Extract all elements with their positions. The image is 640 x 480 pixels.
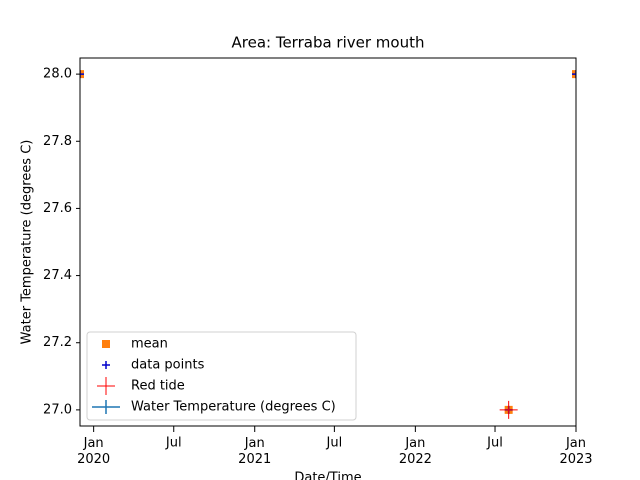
chart-title: Area: Terraba river mouth bbox=[232, 34, 425, 52]
x-tick-label: Jul bbox=[326, 436, 343, 451]
x-axis-label: Date/Time bbox=[294, 471, 361, 480]
x-tick-label: Jan 2023 bbox=[559, 436, 592, 467]
square-marker bbox=[102, 340, 110, 348]
legend-box bbox=[86, 331, 357, 421]
legend-label: Water Temperature (degrees C) bbox=[131, 400, 336, 415]
legend-label: mean bbox=[131, 337, 168, 352]
plot-marks bbox=[80, 70, 576, 419]
legend-label: Red tide bbox=[131, 379, 185, 394]
x-tick-label: Jan 2021 bbox=[238, 436, 271, 467]
errorbar-marker bbox=[92, 400, 120, 414]
x-tick-label: Jul bbox=[165, 436, 182, 451]
legend-label: data points bbox=[131, 358, 205, 373]
y-tick-label: 27.0 bbox=[43, 402, 72, 417]
y-tick-label: 27.8 bbox=[43, 134, 72, 149]
x-tick-label: Jul bbox=[486, 436, 503, 451]
plus-marker bbox=[102, 361, 110, 369]
plus-marker bbox=[80, 70, 84, 79]
plot-frame bbox=[79, 57, 577, 427]
y-tick-label: 28.0 bbox=[43, 67, 72, 82]
x-tick-label: Jan 2020 bbox=[77, 436, 110, 467]
y-tick-label: 27.2 bbox=[43, 335, 72, 350]
big-plus-marker bbox=[97, 377, 115, 395]
y-tick-label: 27.4 bbox=[43, 268, 72, 283]
y-axis-label: Water Temperature (degrees C) bbox=[20, 140, 35, 345]
big-plus-marker bbox=[499, 400, 518, 419]
y-tick-label: 27.6 bbox=[43, 201, 72, 216]
x-tick-label: Jan 2022 bbox=[399, 436, 432, 467]
plus-marker bbox=[572, 70, 576, 79]
